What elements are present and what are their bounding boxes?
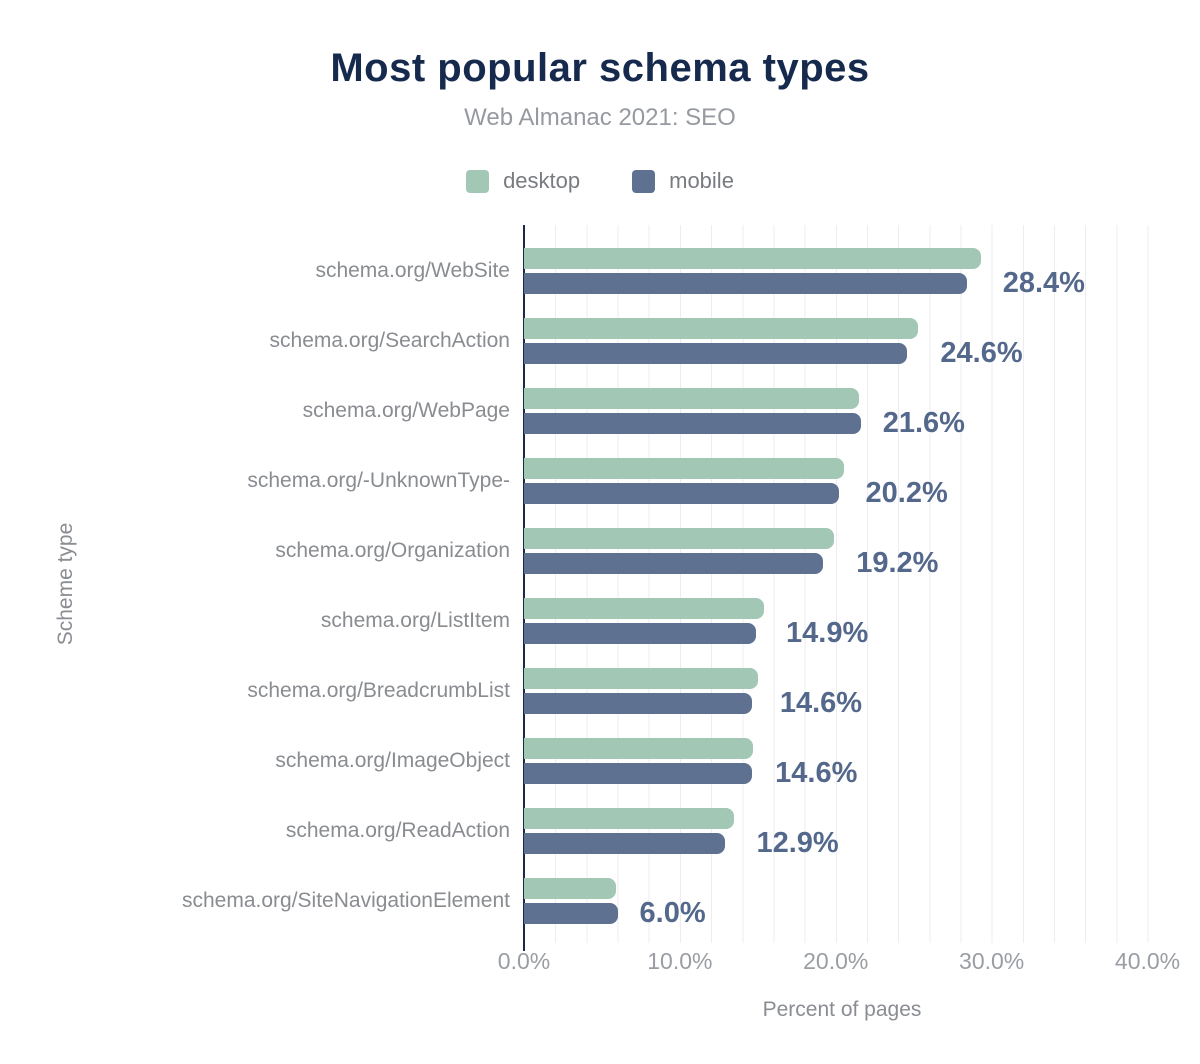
bar-group: 14.6% (524, 668, 1200, 718)
value-label: 14.6% (775, 757, 858, 789)
bar-row: schema.org/BreadcrumbList 14.6% (0, 656, 1200, 726)
mobile-bar (524, 623, 757, 644)
mobile-bar (524, 903, 618, 924)
category-label: schema.org/WebSite (315, 259, 510, 282)
legend-label-desktop: desktop (503, 168, 581, 193)
bar-group: 6.0% (524, 878, 1200, 928)
category-label: schema.org/SearchAction (269, 329, 510, 352)
desktop-bar (524, 878, 616, 899)
bar-row: schema.org/ReadAction 12.9% (0, 796, 1200, 866)
x-tick-label: 0.0% (497, 948, 551, 974)
value-label: 12.9% (756, 827, 839, 859)
value-label: 14.9% (786, 617, 869, 649)
mobile-bar (524, 483, 839, 504)
desktop-bar (524, 318, 919, 339)
category-label: schema.org/Organization (275, 539, 510, 562)
category-label: schema.org/ReadAction (285, 819, 510, 842)
bar-row: schema.org/SiteNavigationElement 6.0% (0, 866, 1200, 936)
bar-row: schema.org/-UnknownType- 20.2% (0, 446, 1200, 516)
bar-group: 21.6% (524, 388, 1200, 438)
value-label: 6.0% (639, 897, 706, 929)
chart-title: Most popular schema types (330, 46, 870, 90)
y-axis-title: Scheme type (54, 522, 77, 646)
legend-item-mobile: mobile (632, 168, 734, 194)
desktop-bar (524, 738, 754, 759)
x-tick-label: 40.0% (1114, 948, 1181, 974)
x-tick-label: 10.0% (647, 948, 713, 974)
category-label: schema.org/-UnknownType- (247, 469, 510, 492)
bar-row: schema.org/ListItem 14.9% (0, 586, 1200, 656)
bar-group: 12.9% (524, 808, 1200, 858)
bar-row: schema.org/SearchAction 24.6% (0, 306, 1200, 376)
bar-group: 28.4% (524, 248, 1200, 298)
legend-label-mobile: mobile (669, 168, 734, 193)
bar-row: schema.org/WebSite 28.4% (0, 236, 1200, 306)
x-tick-label: 30.0% (959, 948, 1025, 974)
value-label: 19.2% (856, 547, 939, 579)
desktop-bar (524, 598, 765, 619)
legend-item-desktop: desktop (466, 168, 580, 194)
mobile-bar (524, 833, 726, 854)
y-axis-line (523, 225, 525, 951)
mobile-bar (524, 343, 908, 364)
mobile-bar (524, 553, 824, 574)
bar-group: 19.2% (524, 528, 1200, 578)
bar-group: 20.2% (524, 458, 1200, 508)
value-label: 28.4% (1002, 267, 1085, 299)
x-axis-title: Percent of pages (762, 998, 922, 1021)
mobile-bar (524, 763, 752, 784)
value-label: 14.6% (779, 687, 863, 719)
mobile-swatch-icon (632, 169, 656, 193)
desktop-bar (524, 388, 860, 409)
bar-rows: schema.org/WebSite 28.4% schema.org/Sear… (0, 236, 1200, 936)
bar-group: 24.6% (524, 318, 1200, 368)
desktop-bar (524, 458, 844, 479)
category-label: schema.org/ListItem (320, 609, 510, 632)
category-label: schema.org/BreadcrumbList (247, 679, 510, 702)
legend: desktop mobile (0, 168, 1200, 194)
bar-group: 14.6% (524, 738, 1200, 788)
mobile-bar (524, 273, 967, 294)
value-label: 24.6% (940, 337, 1023, 369)
desktop-bar (524, 808, 735, 829)
desktop-bar (524, 528, 835, 549)
desktop-bar (524, 248, 981, 269)
mobile-bar (524, 413, 861, 434)
chart-subtitle: Web Almanac 2021: SEO (464, 104, 736, 131)
bar-group: 14.9% (524, 598, 1200, 648)
x-tick-label: 20.0% (803, 948, 869, 974)
bar-row: schema.org/Organization 19.2% (0, 516, 1200, 586)
x-axis-ticks: 0.0% 10.0% 20.0% 30.0% 40.0% (0, 948, 1200, 978)
category-label: schema.org/SiteNavigationElement (181, 889, 510, 912)
bar-row: schema.org/ImageObject 14.6% (0, 726, 1200, 796)
desktop-bar (524, 668, 758, 689)
value-label: 20.2% (865, 477, 948, 509)
mobile-bar (524, 693, 752, 714)
category-label: schema.org/ImageObject (275, 749, 510, 772)
desktop-swatch-icon (466, 169, 490, 193)
category-label: schema.org/WebPage (302, 399, 510, 422)
value-label: 21.6% (882, 407, 965, 439)
bar-row: schema.org/WebPage 21.6% (0, 376, 1200, 446)
